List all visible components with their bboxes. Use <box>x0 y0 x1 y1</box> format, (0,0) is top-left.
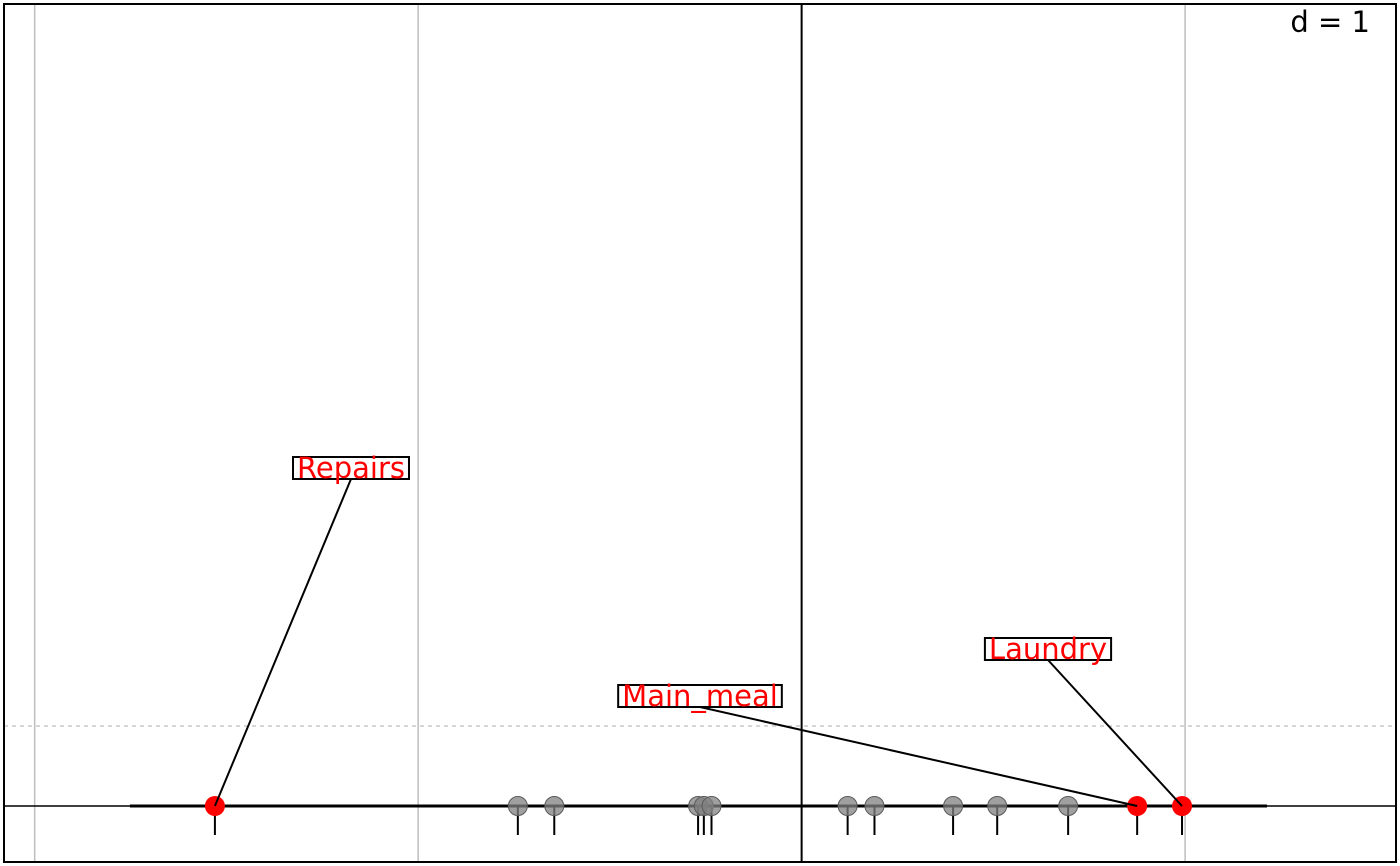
scale-label: d = 1 <box>1290 5 1370 39</box>
points <box>204 796 1193 835</box>
data-point <box>1058 796 1079 816</box>
data-point <box>864 796 885 816</box>
data-point <box>987 796 1008 816</box>
data-point <box>544 796 565 816</box>
data-point <box>943 796 964 816</box>
label-box <box>983 637 1113 661</box>
axes <box>4 4 1396 862</box>
label-text: Repairs <box>297 451 405 485</box>
label-box <box>292 456 410 480</box>
label-connector <box>1047 659 1183 807</box>
data-point <box>507 796 528 816</box>
labels: Repairs Main_meal Laundry <box>213 451 1183 807</box>
label-connector <box>699 706 1138 807</box>
label-text: Main_meal <box>622 679 778 713</box>
label-text: Laundry <box>989 632 1107 666</box>
point-label: Main_meal <box>617 679 1138 807</box>
point-label: Laundry <box>983 632 1183 807</box>
plot-frame <box>3 3 1397 863</box>
label-box <box>617 684 783 708</box>
point-label: Repairs <box>213 451 410 807</box>
data-point <box>701 796 722 816</box>
label-connector <box>213 478 352 807</box>
data-point <box>837 796 858 816</box>
grid-lines <box>33 4 1186 862</box>
